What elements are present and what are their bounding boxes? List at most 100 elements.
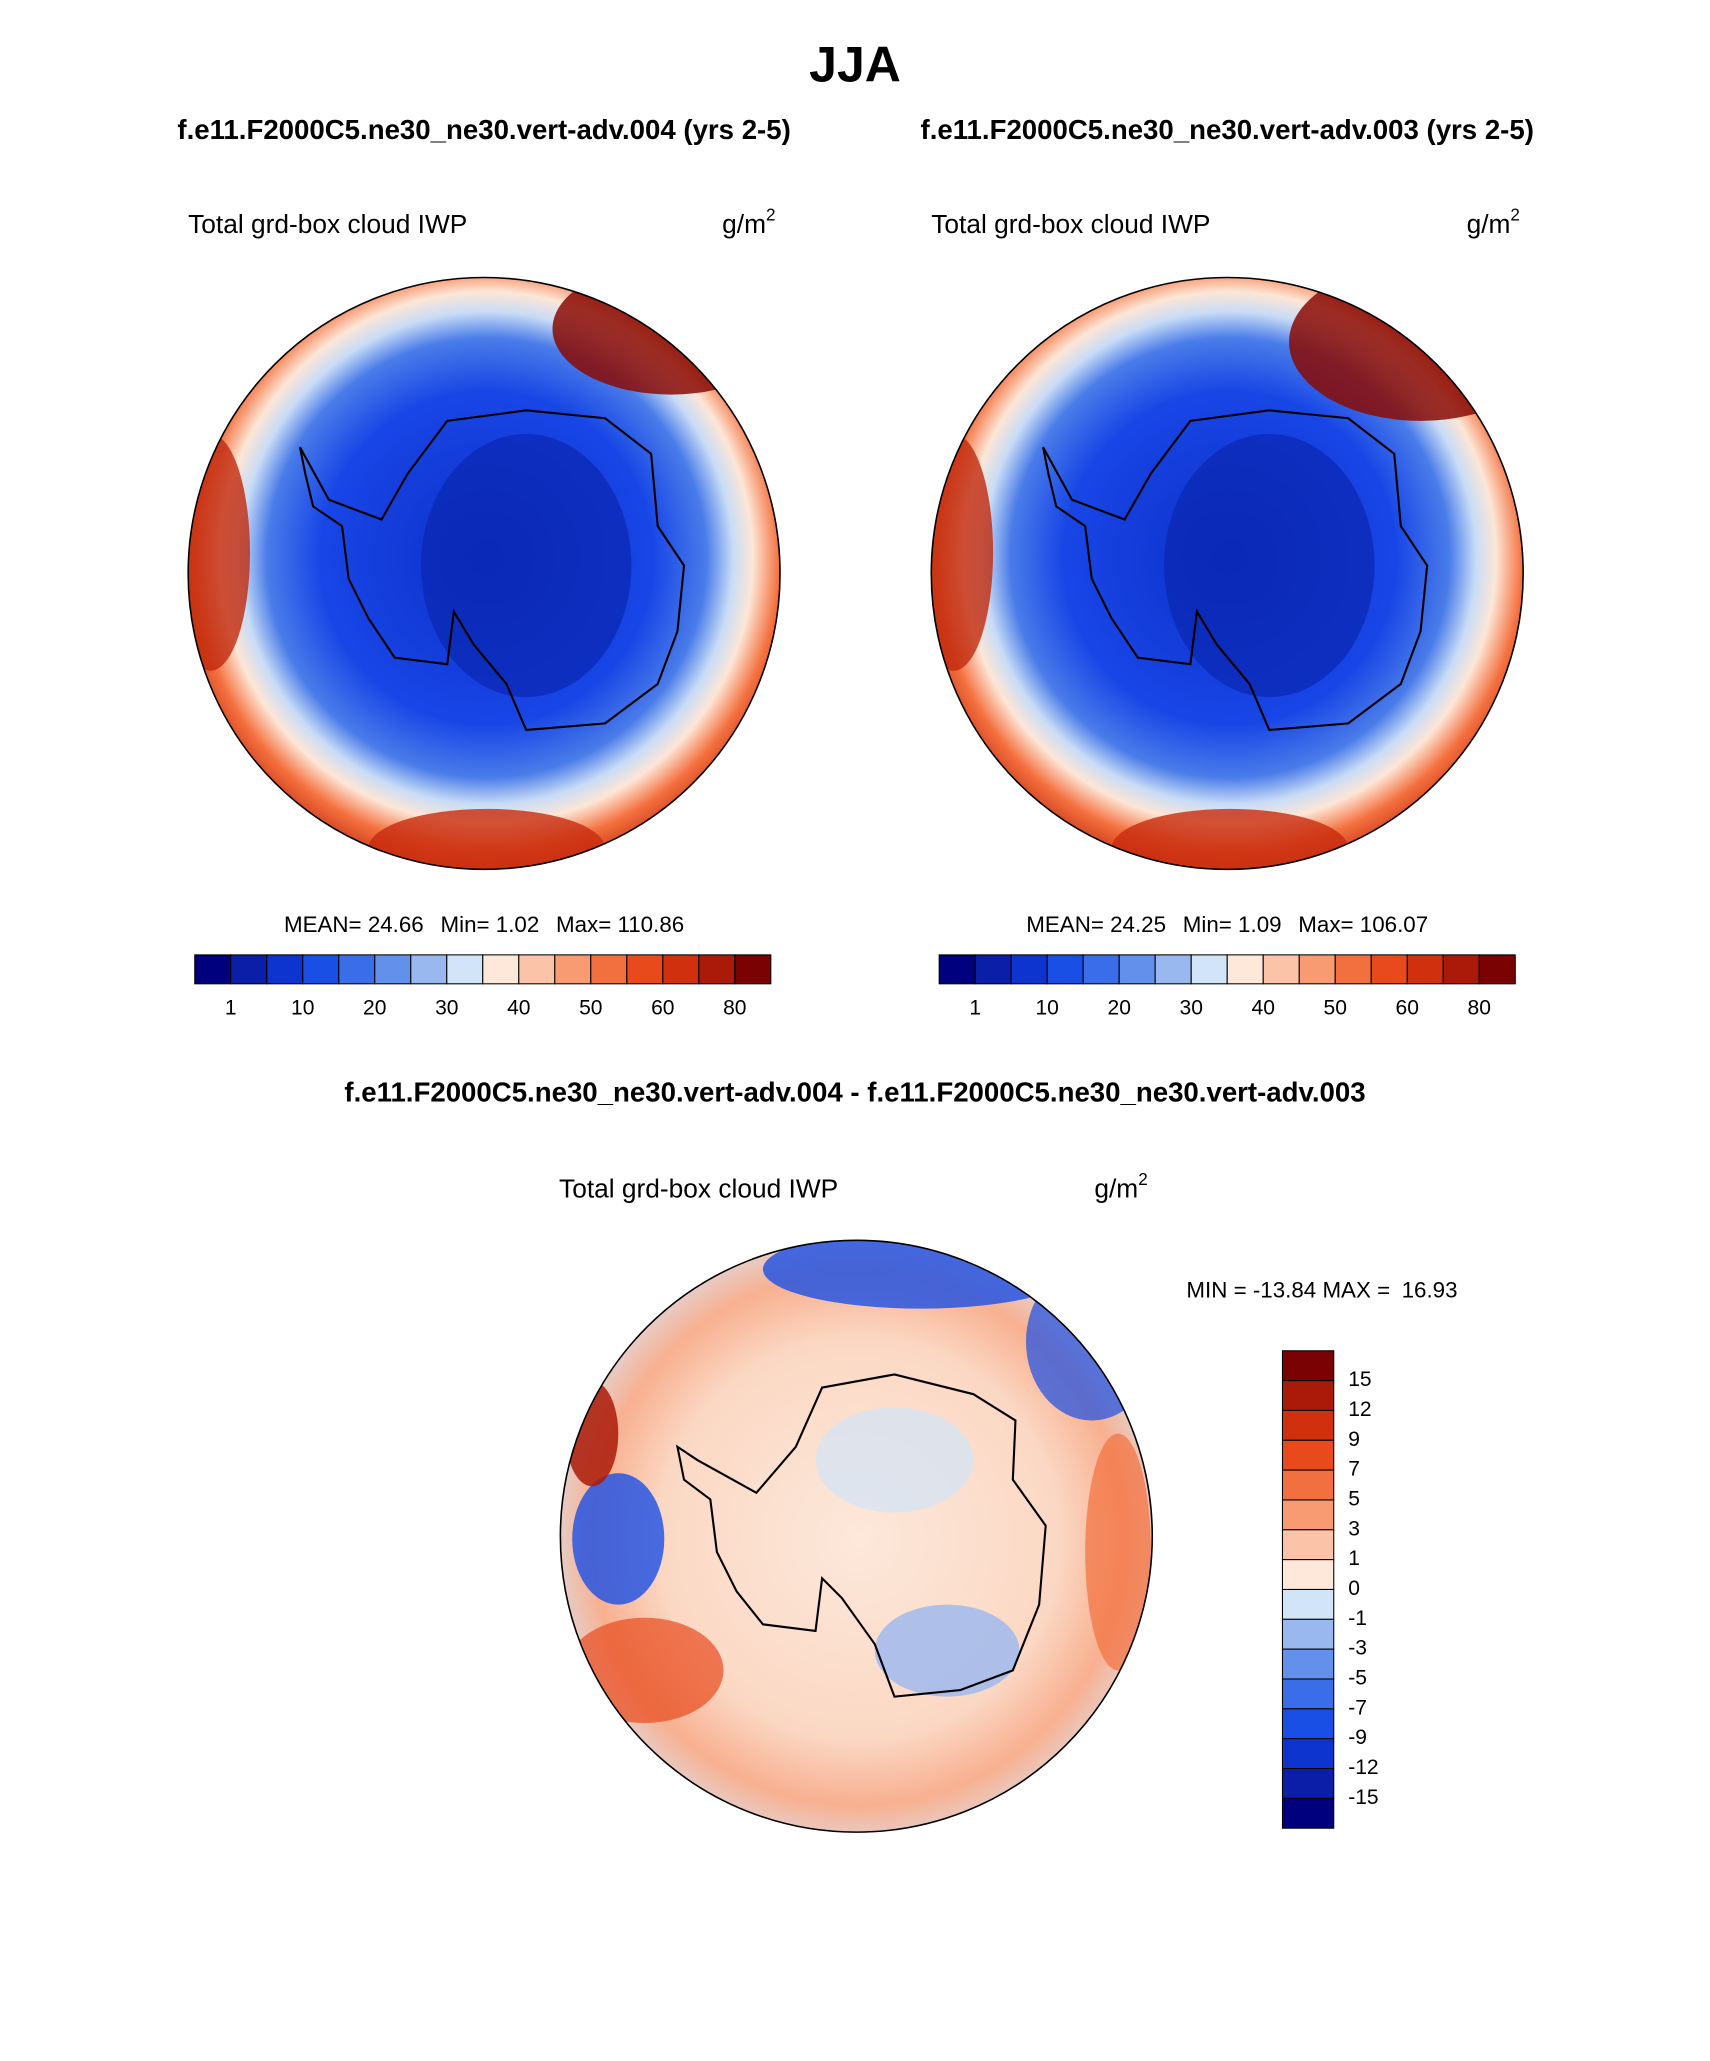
- colorbar-box: [374, 954, 412, 985]
- colorbar-label: 20: [1107, 996, 1130, 1019]
- colorbar-label: -9: [1348, 1726, 1367, 1749]
- colorbar-label: 50: [579, 996, 602, 1019]
- colorbar-box: [1406, 954, 1444, 985]
- colorbar-label: -7: [1348, 1696, 1367, 1719]
- colorbar-label: -12: [1348, 1756, 1378, 1779]
- colorbar-box: [266, 954, 304, 985]
- colorbar-box: [1281, 1708, 1335, 1740]
- colorbar-box: [302, 954, 340, 985]
- colorbar-label: 12: [1348, 1398, 1371, 1421]
- colorbar-label: 30: [1180, 996, 1203, 1019]
- colorbar-box: [1281, 1529, 1335, 1561]
- colorbar-label: -1: [1348, 1607, 1367, 1630]
- colorbar-box: [662, 954, 700, 985]
- colorbar-box: [626, 954, 664, 985]
- colorbar-box: [338, 954, 376, 985]
- units-label: g/m2: [1467, 205, 1520, 239]
- colorbar-box: [1046, 954, 1084, 985]
- colorbar-box: [1334, 954, 1372, 985]
- colorbar-label: 10: [291, 996, 314, 1019]
- map: [188, 277, 781, 870]
- colorbar-label: 30: [435, 996, 458, 1019]
- colorbar-box: [446, 954, 484, 985]
- colorbar: 1 10 20 30 40 50 60 80: [194, 954, 772, 1019]
- units-label: g/m2: [1094, 1169, 1147, 1203]
- colorbar-box: [1281, 1439, 1335, 1471]
- colorbar-box: [410, 954, 448, 985]
- colorbar-box: [1281, 1409, 1335, 1441]
- map: [560, 1240, 1153, 1833]
- case-title: f.e11.F2000C5.ne30_ne30.vert-adv.004 (yr…: [177, 114, 790, 145]
- colorbar-label: 15: [1348, 1368, 1371, 1391]
- colorbar-box: [1010, 954, 1048, 985]
- colorbar-box: [974, 954, 1012, 985]
- colorbar-label: -5: [1348, 1667, 1367, 1690]
- colorbar-label: 1: [225, 996, 237, 1019]
- colorbar-box: [1442, 954, 1480, 985]
- colorbar-label: -15: [1348, 1786, 1378, 1809]
- stats: MIN = -13.84 MAX = 16.93: [1186, 1277, 1457, 1302]
- map-border: [559, 1239, 1154, 1833]
- variable-label: Total grd-box cloud IWP: [931, 209, 1210, 239]
- colorbar-box: [590, 954, 628, 985]
- colorbar-label: 5: [1348, 1488, 1360, 1511]
- colorbar-box: [1281, 1648, 1335, 1680]
- colorbar-label: 40: [507, 996, 530, 1019]
- colorbar-label: -3: [1348, 1637, 1367, 1660]
- colorbar-box: [1281, 1559, 1335, 1591]
- stats: MEAN= 24.66 Min= 1.02 Max= 110.86: [284, 912, 684, 937]
- colorbar-box: [1281, 1350, 1335, 1382]
- colorbar-label: 60: [651, 996, 674, 1019]
- colorbar-box: [1370, 954, 1408, 985]
- colorbar-box: [1281, 1588, 1335, 1620]
- colorbar-box: [1262, 954, 1300, 985]
- colorbar-label: 40: [1252, 996, 1275, 1019]
- colorbar-label: 10: [1035, 996, 1058, 1019]
- colorbar-box: [518, 954, 556, 985]
- colorbar-box: [1118, 954, 1156, 985]
- colorbar-box: [734, 954, 772, 985]
- stats: MEAN= 24.25 Min= 1.09 Max= 106.07: [1026, 912, 1428, 937]
- units-label: g/m2: [722, 205, 775, 239]
- colorbar-label: 80: [1468, 996, 1491, 1019]
- colorbar-box: [230, 954, 268, 985]
- colorbar-label: 1: [969, 996, 981, 1019]
- colorbar-label: 0: [1348, 1577, 1360, 1600]
- colorbar-box: [1281, 1618, 1335, 1650]
- colorbar-label: 1: [1348, 1547, 1360, 1570]
- colorbar-box: [1281, 1738, 1335, 1770]
- colorbar-box: [1281, 1499, 1335, 1531]
- colorbar-label: 7: [1348, 1458, 1360, 1481]
- colorbar-label: 80: [723, 996, 746, 1019]
- colorbar-box: [1478, 954, 1516, 985]
- colorbar-box: [482, 954, 520, 985]
- colorbar: 15 12 9 7 5 3 1 0 -1 -3 -5 -7 -9 -12 -15: [1281, 1350, 1379, 1829]
- map-border: [930, 276, 1524, 871]
- colorbar-box: [1281, 1797, 1335, 1829]
- colorbar-box: [194, 954, 232, 985]
- colorbar-box: [938, 954, 976, 985]
- colorbar-label: 20: [363, 996, 386, 1019]
- map: [931, 277, 1524, 870]
- colorbar-box: [1298, 954, 1336, 985]
- colorbar-box: [554, 954, 592, 985]
- colorbar-box: [1190, 954, 1228, 985]
- colorbar-label: 9: [1348, 1428, 1360, 1451]
- colorbar-label: 50: [1324, 996, 1347, 1019]
- colorbar-box: [1082, 954, 1120, 985]
- colorbar-box: [1226, 954, 1264, 985]
- figure-title: JJA: [809, 37, 901, 93]
- colorbar-box: [1281, 1678, 1335, 1710]
- case-title: f.e11.F2000C5.ne30_ne30.vert-adv.003 (yr…: [921, 114, 1534, 145]
- colorbar-box: [698, 954, 736, 985]
- variable-label: Total grd-box cloud IWP: [188, 209, 467, 239]
- colorbar: 1 10 20 30 40 50 60 80: [938, 954, 1516, 1019]
- variable-label: Total grd-box cloud IWP: [559, 1173, 838, 1203]
- colorbar-box: [1154, 954, 1192, 985]
- colorbar-label: 3: [1348, 1517, 1360, 1540]
- colorbar-label: 60: [1396, 996, 1419, 1019]
- map-border: [187, 276, 781, 871]
- colorbar-box: [1281, 1767, 1335, 1799]
- difference-title: f.e11.F2000C5.ne30_ne30.vert-adv.004 - f…: [344, 1077, 1365, 1108]
